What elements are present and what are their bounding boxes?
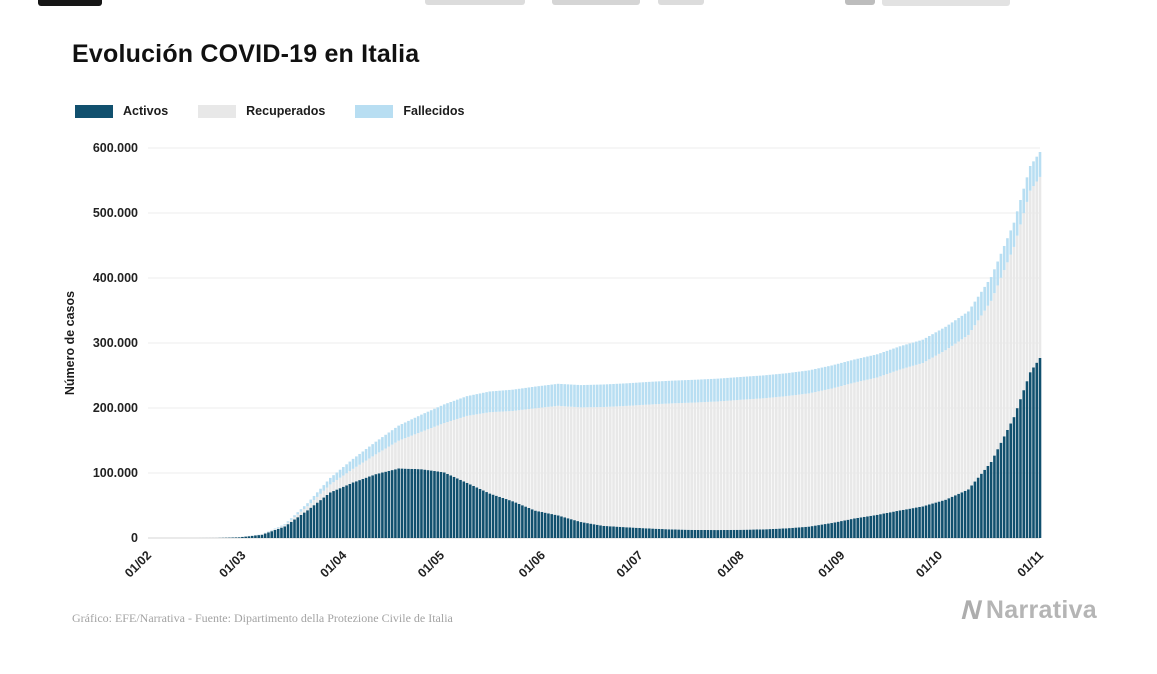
svg-text:100.000: 100.000 (93, 466, 138, 480)
svg-text:600.000: 600.000 (93, 141, 138, 155)
svg-text:0: 0 (131, 531, 138, 545)
legend-label-activos: Activos (123, 104, 169, 118)
svg-text:01/02: 01/02 (122, 548, 154, 580)
covid-stacked-bar-chart: 0 100.000 200.000 300.000 400.000 500.000 600.… (60, 130, 1100, 600)
narrativa-wordmark: Narrativa (985, 596, 1097, 624)
svg-text:300.000: 300.000 (93, 336, 138, 350)
legend-label-recuperados: Recuperados (246, 104, 326, 118)
legend-item-fallecidos: Fallecidos (355, 104, 465, 118)
top-edge-artifact (552, 0, 640, 5)
svg-text:01/04: 01/04 (317, 548, 349, 580)
svg-text:01/11: 01/11 (1015, 548, 1047, 580)
top-edge-artifact (38, 0, 102, 6)
source-caption: Gráfico: EFE/Narrativa - Fuente: Diparti… (72, 611, 453, 625)
top-edge-artifact (845, 0, 875, 5)
svg-text:01/08: 01/08 (715, 548, 747, 580)
svg-text:Número de casos: Número de casos (63, 291, 77, 395)
svg-text:01/07: 01/07 (614, 548, 646, 580)
svg-text:400.000: 400.000 (93, 271, 138, 285)
svg-text:200.000: 200.000 (93, 401, 138, 415)
page-title: Evolución COVID-19 en Italia (72, 40, 420, 68)
legend-label-fallecidos: Fallecidos (403, 104, 465, 118)
svg-text:01/10: 01/10 (913, 548, 945, 580)
top-edge-artifact (882, 0, 1010, 6)
legend-swatch-fallecidos (355, 104, 394, 118)
svg-text:01/03: 01/03 (217, 548, 249, 580)
legend-item-activos: Activos (75, 104, 168, 118)
svg-text:01/06: 01/06 (516, 548, 548, 580)
legend-swatch-activos (75, 104, 113, 118)
chart-legend: Activos Recuperados Fallecidos (75, 104, 465, 118)
top-edge-artifact (658, 0, 704, 5)
chart-canvas: 0 100.000 200.000 300.000 400.000 500.000 600.… (63, 141, 1047, 580)
narrativa-logo: N Narrativa (958, 595, 1097, 625)
svg-text:01/09: 01/09 (816, 548, 848, 580)
top-edge-artifact (425, 0, 525, 5)
legend-swatch-recuperados (198, 104, 237, 118)
legend-item-recuperados: Recuperados (198, 104, 325, 118)
narrativa-n-icon: N (958, 595, 986, 625)
svg-text:500.000: 500.000 (93, 206, 138, 220)
svg-text:01/05: 01/05 (415, 548, 447, 580)
